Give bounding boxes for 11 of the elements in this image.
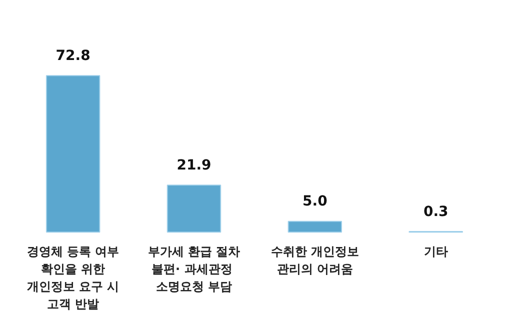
x-tick-label: 부가세 환급 절차 불편· 과세관정 소명요청 부담	[148, 244, 240, 294]
bar	[46, 75, 100, 233]
x-tick-label: 수취한 개인정보 관리의 어려움	[270, 244, 360, 276]
x-tick-label: 경영체 등록 여부 확인을 위한 개인정보 요구 시 고객 반발	[26, 244, 120, 312]
data-label: 0.3	[423, 204, 448, 220]
data-label: 72.8	[56, 48, 90, 64]
data-label: 21.9	[176, 157, 212, 174]
data-label: 5.0	[302, 194, 328, 210]
bar	[288, 220, 342, 233]
x-tick-label: 기타	[424, 244, 448, 259]
bar	[166, 184, 222, 233]
